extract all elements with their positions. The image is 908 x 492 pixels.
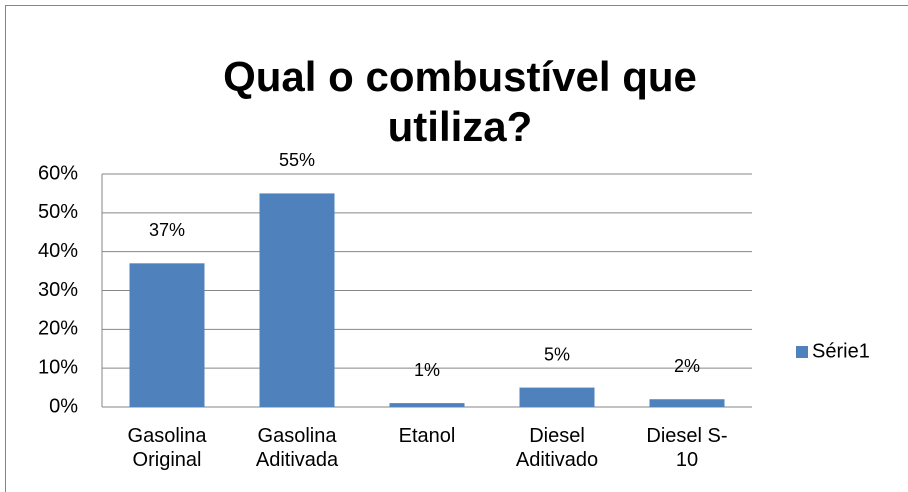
- y-tick-label: 30%: [38, 279, 78, 301]
- y-tick-label: 10%: [38, 356, 78, 378]
- x-tick-label: Etanol: [398, 425, 456, 447]
- data-label: 2%: [674, 356, 700, 376]
- x-tick-label: Gasolina Original: [127, 425, 207, 471]
- y-tick-label: 40%: [38, 240, 78, 262]
- data-label: 37%: [149, 220, 185, 240]
- data-label: 55%: [279, 150, 315, 170]
- x-tick-label: Gasolina Aditivada: [255, 425, 339, 471]
- bar: [649, 399, 725, 407]
- chart-frame: [5, 5, 908, 492]
- data-label: 1%: [414, 360, 440, 380]
- bar: [129, 263, 205, 407]
- chart-title: Qual o combustível que utiliza?: [223, 53, 697, 150]
- bar: [519, 387, 595, 407]
- y-tick-label: 0%: [49, 395, 78, 417]
- data-label: 5%: [544, 344, 570, 364]
- bar: [259, 193, 335, 407]
- y-tick-label: 60%: [38, 162, 78, 184]
- bar: [389, 403, 465, 407]
- x-tick-label: Diesel Aditivado: [515, 425, 599, 471]
- y-tick-label: 50%: [38, 201, 78, 223]
- y-tick-label: 20%: [38, 318, 78, 340]
- legend-label: Série1: [812, 340, 870, 362]
- legend-swatch: [796, 346, 808, 358]
- x-tick-label: Diesel S-10: [646, 425, 728, 471]
